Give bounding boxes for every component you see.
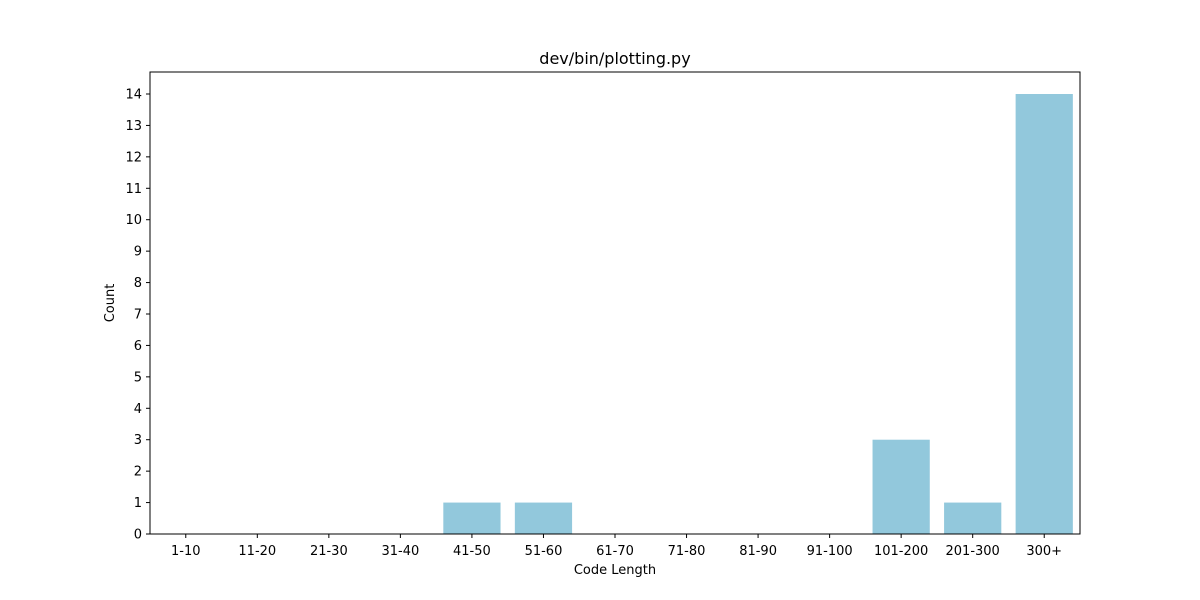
y-tick-label: 11 <box>125 182 142 197</box>
y-tick-label: 1 <box>134 496 142 511</box>
x-tick-label: 41-50 <box>453 544 491 559</box>
x-tick-label: 71-80 <box>668 544 706 559</box>
bars-layer <box>443 94 1073 534</box>
y-tick-label: 12 <box>125 150 142 165</box>
bar-101-200 <box>872 439 930 534</box>
bar-300+ <box>1015 94 1073 534</box>
x-tick-label: 101-200 <box>874 544 928 559</box>
bar-51-60 <box>514 502 573 534</box>
x-tick-label: 21-30 <box>310 544 348 559</box>
bar-201-300 <box>944 502 1002 534</box>
x-axis-ticks: 1-10 11-20 21-30 31-40 41-50 51-60 61-70 71-80 8… <box>171 534 1062 559</box>
x-tick-label: 201-300 <box>946 544 1000 559</box>
x-tick-label: 31-40 <box>381 544 419 559</box>
y-tick-label: 6 <box>134 339 142 354</box>
bar-41-50 <box>443 502 501 534</box>
plot-frame <box>149 71 1081 535</box>
y-tick-label: 7 <box>134 308 142 323</box>
x-axis-label: Code Length <box>574 563 656 578</box>
x-tick-label: 11-20 <box>238 544 276 559</box>
y-tick-label: 9 <box>134 245 142 260</box>
y-tick-label: 3 <box>134 433 142 448</box>
x-tick-label: 1-10 <box>171 544 201 559</box>
y-tick-label: 2 <box>134 465 142 480</box>
x-tick-label: 51-60 <box>525 544 563 559</box>
y-tick-label: 13 <box>125 119 142 134</box>
x-tick-label: 300+ <box>1026 544 1062 559</box>
y-tick-label: 5 <box>134 370 142 385</box>
y-tick-label: 0 <box>134 528 142 543</box>
y-tick-label: 14 <box>125 88 142 103</box>
y-tick-label: 8 <box>134 276 142 291</box>
x-tick-label: 61-70 <box>596 544 634 559</box>
x-tick-label: 81-90 <box>739 544 777 559</box>
x-tick-label: 91-100 <box>807 544 853 559</box>
y-axis-label: Count <box>103 284 118 323</box>
y-tick-label: 4 <box>134 402 142 417</box>
y-tick-label: 10 <box>125 213 142 228</box>
chart-title: dev/bin/plotting.py <box>539 49 690 68</box>
